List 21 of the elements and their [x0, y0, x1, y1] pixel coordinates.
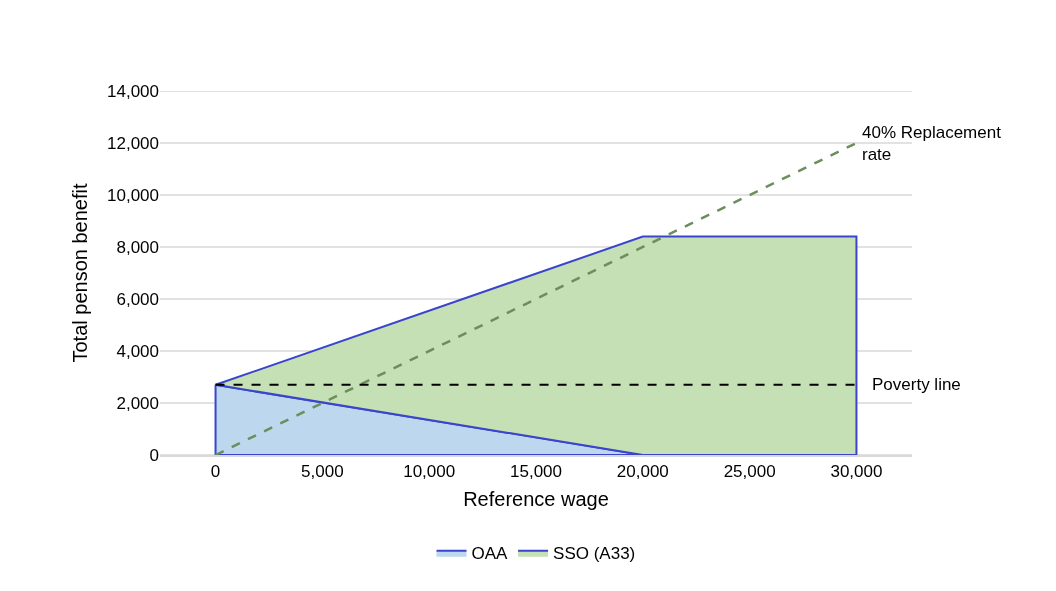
x-tick-label: 0: [210, 462, 221, 482]
x-tick-label: 30,000: [830, 462, 883, 482]
y-tick-label: 0: [149, 445, 159, 465]
y-axis-title: Total penson benefit: [68, 183, 91, 363]
legend-label: OAA: [471, 544, 509, 564]
y-tick-label: 10,000: [107, 185, 159, 205]
x-tick-label: 15,000: [510, 462, 562, 482]
y-tick-label: 4,000: [116, 341, 159, 361]
y-tick-label: 2,000: [116, 393, 159, 413]
y-tick-label: 8,000: [116, 237, 159, 257]
series-label: 40% Replacement rate: [862, 123, 1002, 165]
legend-label: SSO (A33): [553, 544, 636, 564]
x-tick-label: 10,000: [403, 462, 456, 482]
x-tick-label: 20,000: [616, 462, 669, 482]
y-tick-label: 14,000: [107, 81, 159, 101]
y-tick-label: 6,000: [116, 289, 159, 309]
x-tick-label: 25,000: [723, 462, 776, 482]
ref-line-label: Poverty line: [872, 375, 961, 394]
x-axis-title: Reference wage: [463, 488, 609, 511]
y-tick-label: 12,000: [107, 133, 159, 153]
x-tick-label: 5,000: [301, 462, 344, 482]
